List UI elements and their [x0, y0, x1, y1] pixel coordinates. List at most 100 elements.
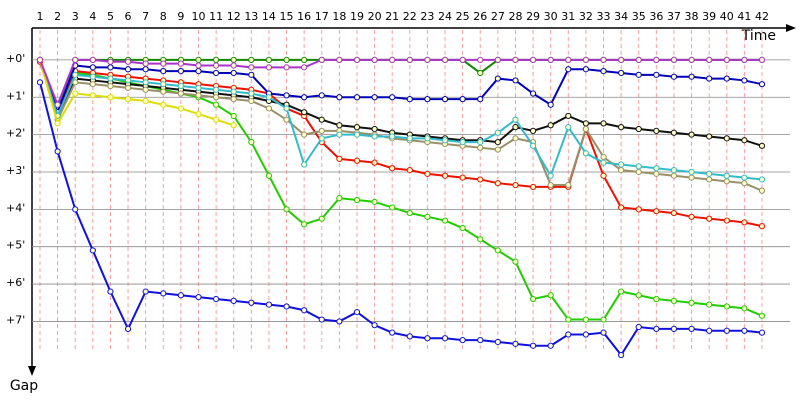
data-point [212, 86, 220, 93]
x-tick-label: 34 [614, 10, 628, 23]
data-point [142, 60, 149, 67]
data-point [353, 131, 361, 138]
data-point [758, 312, 766, 319]
data-point [653, 295, 660, 303]
data-point [688, 56, 695, 63]
data-point [406, 96, 413, 103]
data-point [107, 288, 114, 295]
data-point [124, 325, 132, 333]
x-tick-label: 3 [72, 10, 79, 23]
data-point [371, 133, 378, 140]
data-point [741, 327, 748, 334]
data-point [72, 90, 79, 97]
data-point [706, 56, 713, 63]
x-tick-label: 23 [420, 10, 434, 23]
data-point [670, 129, 678, 136]
data-point [389, 204, 396, 211]
data-point [494, 338, 501, 346]
data-point [301, 109, 308, 116]
data-point [177, 90, 184, 97]
data-point [230, 96, 237, 103]
data-point [406, 333, 413, 340]
data-point [265, 172, 273, 179]
data-point [212, 94, 220, 101]
data-point [89, 92, 96, 99]
data-point [72, 71, 79, 78]
x-tick-label: 37 [667, 10, 681, 23]
data-point [582, 120, 590, 127]
x-tick-label: 8 [160, 10, 167, 23]
data-point [600, 172, 607, 179]
data-point [424, 170, 431, 177]
data-point [353, 94, 361, 101]
data-point [459, 56, 466, 63]
data-point [318, 215, 325, 222]
data-point [54, 120, 61, 127]
data-point [336, 318, 343, 325]
data-point [688, 325, 695, 333]
data-point [89, 56, 96, 63]
data-point [353, 308, 361, 316]
x-tick-label: 9 [177, 10, 184, 23]
data-point [723, 56, 730, 63]
x-tick-label: 39 [702, 10, 716, 23]
data-point [635, 323, 642, 331]
data-point [477, 96, 484, 103]
data-point [212, 295, 220, 303]
x-tick-label: 35 [632, 10, 646, 23]
data-point [424, 335, 431, 342]
x-tick-label: 42 [755, 10, 769, 23]
data-point [758, 329, 766, 336]
x-tick-label: 25 [456, 10, 470, 23]
data-point [723, 327, 730, 334]
data-point [160, 60, 167, 67]
data-point [195, 84, 202, 92]
data-point [54, 148, 61, 155]
data-point [477, 56, 484, 63]
data-point [265, 94, 273, 101]
data-point [618, 204, 625, 211]
y-tick-label: +2' [6, 127, 25, 140]
data-point [477, 337, 484, 344]
data-point [142, 97, 149, 105]
data-point [547, 181, 554, 189]
data-point [195, 56, 202, 63]
data-point [565, 124, 572, 131]
data-point [618, 124, 625, 131]
data-point [706, 327, 713, 334]
data-point [512, 181, 519, 189]
data-point [248, 56, 255, 63]
data-point [459, 224, 466, 232]
data-point [512, 340, 519, 347]
data-point [301, 221, 308, 228]
data-point [177, 105, 184, 112]
data-point [301, 64, 308, 71]
data-point [477, 144, 484, 151]
data-point [283, 206, 290, 213]
data-point [142, 86, 149, 93]
x-tick-label: 17 [315, 10, 329, 23]
data-point [653, 170, 660, 177]
data-point [600, 153, 607, 161]
data-point [248, 299, 255, 306]
y-axis-label: Gap [10, 378, 38, 394]
data-point [529, 90, 537, 97]
data-point [424, 135, 431, 142]
data-point [265, 64, 273, 71]
data-point [653, 127, 660, 134]
data-point [371, 56, 378, 63]
data-point [688, 299, 695, 306]
data-point [36, 56, 44, 63]
data-point [353, 196, 361, 204]
data-point [670, 167, 678, 174]
data-point [230, 297, 237, 304]
data-point [529, 142, 537, 149]
data-point [741, 305, 748, 312]
data-point [512, 56, 519, 63]
x-tick-label: 21 [385, 10, 399, 23]
data-point [723, 135, 730, 142]
data-point [670, 297, 678, 304]
data-point [600, 329, 607, 336]
data-point [283, 92, 290, 99]
